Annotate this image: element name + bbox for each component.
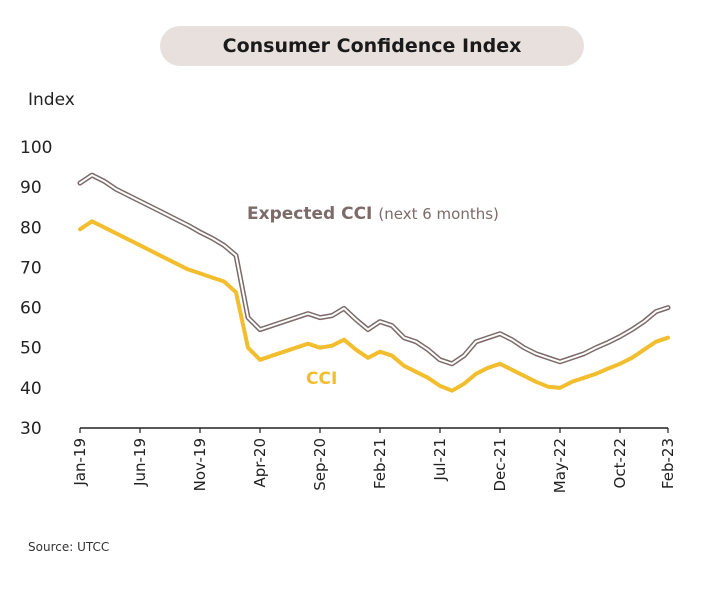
series-line-expected-cci-inner [79,174,669,365]
x-axis [79,427,669,433]
series-line-cci [78,219,670,393]
x-tick-label: May-22 [551,438,569,493]
y-tick-label: 40 [20,379,42,399]
y-tick-label: 50 [20,339,42,359]
x-tick-label: Apr-20 [251,438,269,488]
y-tick-label: 70 [20,258,42,278]
x-tick-label: Oct-22 [611,438,629,488]
series-annotations: Expected CCI (next 6 months) CCI [247,204,499,389]
y-tick-label: 100 [20,138,52,158]
x-tick-label: Dec-21 [491,438,509,492]
x-ticks: Jan-19 Jun-19 Nov-19 Apr-20 Sep-20 Feb-21 Jul-… [71,438,677,493]
y-ticks: 30 40 50 60 70 80 90 100 [20,138,52,439]
x-tick-label: Nov-19 [191,438,209,491]
x-tick-label: Jul-21 [431,438,449,482]
x-tick-label: Jun-19 [131,438,149,487]
x-tick-label: Feb-23 [659,438,677,489]
annotation-cci: CCI [306,369,337,389]
y-tick-label: 80 [20,218,42,238]
series-line-expected-cci [77,172,671,367]
x-tick-label: Sep-20 [311,438,329,491]
annotation-expected-cci-name: Expected CCI [247,204,372,224]
y-tick-label: 30 [20,419,42,439]
y-tick-label: 90 [20,178,42,198]
chart-title: Consumer Confidence Index [160,26,584,66]
annotation-expected-cci-note: (next 6 months) [378,205,499,223]
x-tick-label: Feb-21 [371,438,389,489]
y-axis-label: Index [28,90,75,110]
y-tick-label: 60 [20,299,42,319]
annotation-expected-cci: Expected CCI (next 6 months) [247,204,499,224]
x-tick-label: Jan-19 [71,438,89,487]
source-note: Source: UTCC [28,540,110,554]
series-lines [77,172,671,393]
